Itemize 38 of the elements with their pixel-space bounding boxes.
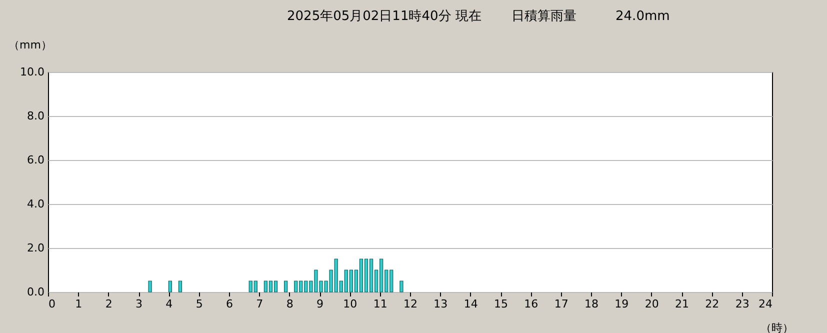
x-tick-label: 17 bbox=[554, 298, 568, 310]
x-tick-label: 21 bbox=[675, 298, 689, 310]
x-tick-label: 22 bbox=[705, 298, 720, 310]
y-tick-label: 2.0 bbox=[27, 242, 44, 254]
bar bbox=[400, 280, 404, 292]
x-tick-label: 23 bbox=[735, 298, 750, 310]
x-tick-label: 18 bbox=[584, 298, 598, 310]
x-tick-label: 5 bbox=[196, 298, 203, 310]
x-tick-label: 15 bbox=[494, 298, 508, 310]
x-tick-label: 0 bbox=[48, 298, 56, 310]
x-tick-label: 7 bbox=[256, 298, 264, 310]
chart-title: 2025年05月02日11時40分 現在 日積算雨量 24.0mm bbox=[287, 9, 670, 24]
y-tick-label: 8.0 bbox=[27, 110, 44, 122]
y-tick-label: 0.0 bbox=[27, 286, 44, 298]
bar bbox=[178, 280, 182, 292]
y-tick-label: 4.0 bbox=[27, 198, 44, 210]
bar bbox=[284, 280, 288, 292]
x-tick-label: 9 bbox=[316, 298, 324, 310]
x-tick-label: 20 bbox=[644, 298, 659, 310]
x-tick-label: 16 bbox=[524, 298, 538, 310]
x-tick-label: 3 bbox=[136, 298, 142, 310]
x-tick-label: 13 bbox=[434, 298, 448, 310]
x-tick-label: 11 bbox=[373, 298, 388, 310]
y-tick-label: 10.0 bbox=[20, 66, 44, 78]
x-tick-label: 6 bbox=[226, 298, 233, 310]
x-tick-label: 19 bbox=[614, 298, 629, 310]
x-tick-label: 4 bbox=[166, 298, 173, 310]
x-tick-label: 2 bbox=[105, 298, 112, 310]
x-tick-label: 14 bbox=[464, 298, 478, 310]
bar bbox=[148, 280, 152, 292]
bar bbox=[168, 280, 172, 292]
x-tick-label: 12 bbox=[404, 298, 418, 310]
x-tick-label: 8 bbox=[286, 298, 294, 310]
y-axis-title: （mm） bbox=[8, 38, 52, 52]
x-tick-label: 10 bbox=[343, 298, 358, 310]
x-tick-label: 1 bbox=[75, 298, 82, 310]
x-tick-label: 24 bbox=[758, 298, 772, 310]
y-tick-label: 6.0 bbox=[27, 154, 44, 166]
